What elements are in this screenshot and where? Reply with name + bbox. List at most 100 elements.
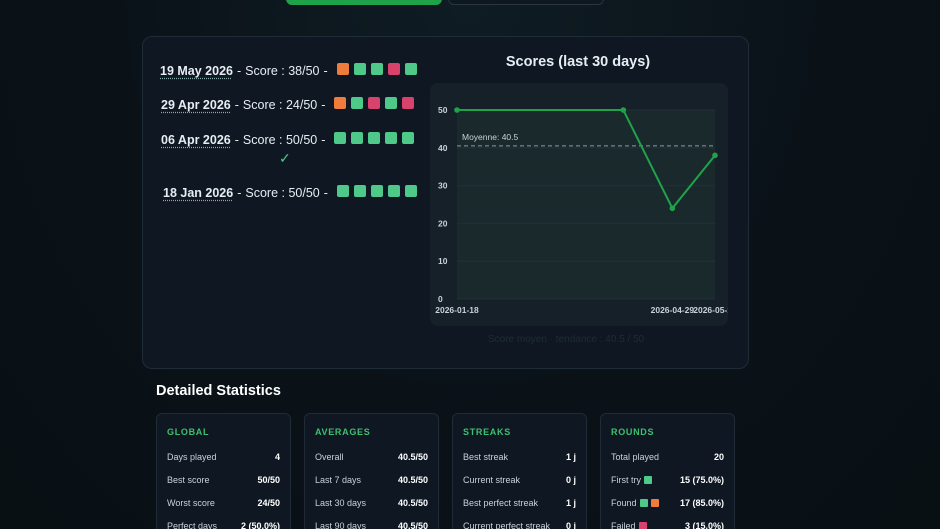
history-entry: 06 Apr 2026 - Score : 50/50 - [161,132,415,147]
entry-score: Score : 24/50 [242,97,318,112]
orange-square [336,63,349,75]
data-point [669,205,676,212]
stat-card-rounds: ROUNDS Total played 20 First try 15 (75.0%) F… [600,413,735,529]
stat-label: Last 7 days [315,475,362,485]
stat-value: 2 (50.0%) [240,521,280,529]
round-squares [332,185,417,200]
entry-date[interactable]: 18 Jan 2026 [163,185,234,200]
green-square [353,63,366,75]
pink-square [368,97,381,109]
green-square [385,132,398,144]
stat-label: Perfect days [167,521,218,529]
stat-label: Last 90 days [315,521,367,529]
stat-row: Best streak 1 j [463,452,576,462]
green-square [385,97,398,109]
stat-label: Total played [611,452,660,462]
entry-score: Score : 50/50 [242,132,318,147]
stat-row: Found 17 (85.0%) [611,498,724,508]
chart-title: Scores (last 30 days) [505,54,651,70]
green-square [639,499,648,507]
separator: - [234,97,239,112]
data-point [620,107,627,113]
tab-inactive[interactable] [448,0,604,5]
stat-label: Overall [315,452,344,462]
stat-row: Current streak 0 j [463,475,576,485]
stat-label: Current perfect streak [463,521,551,529]
entry-date[interactable]: 29 Apr 2026 [161,97,231,112]
green-square [402,132,415,144]
x-tick-label: 2026-05-19 [693,305,728,315]
stat-value: 0 j [565,521,576,529]
separator: - [323,63,328,78]
separator: - [321,97,326,112]
green-square [353,185,366,197]
pink-square [402,97,415,109]
data-point [454,107,460,113]
stat-row: Total played 20 [611,452,724,462]
separator: - [323,185,328,200]
stat-label: Current streak [463,475,521,485]
entry-date[interactable]: 06 Apr 2026 [161,132,231,147]
green-square [370,63,383,75]
stat-value: 1 j [565,498,576,508]
entry-score: Score : 50/50 [245,185,320,200]
stat-value: 40.5/50 [397,521,428,529]
orange-square [334,97,347,109]
chart-panel: 0 10 20 30 40 50 Moyenne: 40.5 2026-01-18 2026-0… [430,83,728,326]
green-square [368,132,381,144]
stat-label: Last 30 days [315,498,367,508]
stat-value: 50/50 [257,475,280,485]
stat-row: Last 90 days 40.5/50 [315,521,428,529]
data-point [712,152,718,159]
orange-square [650,499,659,507]
y-tick-label: 50 [438,105,448,115]
stat-label: Worst score [167,498,215,508]
detailed-stats-title: Detailed Statistics [156,383,281,399]
stat-card-heading: AVERAGES [315,427,371,437]
stat-label: Best perfect streak [463,498,539,508]
stat-row: Days played 4 [167,452,280,462]
stat-card-heading: STREAKS [463,427,511,437]
stat-label: First try [611,475,652,485]
entry-score: Score : 38/50 [245,63,320,78]
stat-row: Worst score 24/50 [167,498,280,508]
stat-value: 40.5/50 [397,475,428,485]
stat-row: Best score 50/50 [167,475,280,485]
chart-footnote: Score moyen · tendance : 40.5 / 50 [488,334,645,345]
round-squares [329,97,415,112]
separator: - [237,185,242,200]
stat-row: Failed 3 (15.0%) [611,521,724,529]
green-square [336,185,349,197]
stat-row: First try 15 (75.0%) [611,475,724,485]
green-square [387,185,400,197]
x-tick-label: 2026-04-29 [651,305,695,315]
average-label: Moyenne: 40.5 [462,132,519,142]
stat-row: Current perfect streak 0 j [463,521,576,529]
stat-value: 17 (85.0%) [679,498,724,508]
stat-label: Days played [167,452,217,462]
stat-card-averages: AVERAGES Overall 40.5/50 Last 7 days 40.5/50… [304,413,439,529]
pink-square [638,522,647,529]
entry-date[interactable]: 19 May 2026 [160,63,233,78]
mode-tabs [286,0,604,5]
tab-active[interactable] [286,0,442,5]
pink-square [387,63,400,75]
green-square [404,185,417,197]
y-tick-label: 40 [438,143,448,153]
stat-label: Found [611,498,659,508]
x-tick-label: 2026-01-18 [435,305,479,315]
history-card: 19 May 2026 - Score : 38/50 - 29 Apr 202… [142,36,749,369]
stat-row: Perfect days 2 (50.0%) [167,521,280,529]
stat-value: 4 [274,452,280,462]
stat-card-heading: GLOBAL [167,427,210,437]
stat-value: 20 [713,452,724,462]
round-squares [329,132,415,147]
separator: - [321,132,326,147]
stat-label: Best streak [463,452,509,462]
y-tick-label: 30 [438,181,448,191]
history-entry: 19 May 2026 - Score : 38/50 - [160,63,417,78]
y-tick-label: 20 [438,218,448,228]
stat-value: 40.5/50 [397,452,428,462]
y-tick-label: 10 [438,256,448,266]
plot-area [457,110,715,299]
